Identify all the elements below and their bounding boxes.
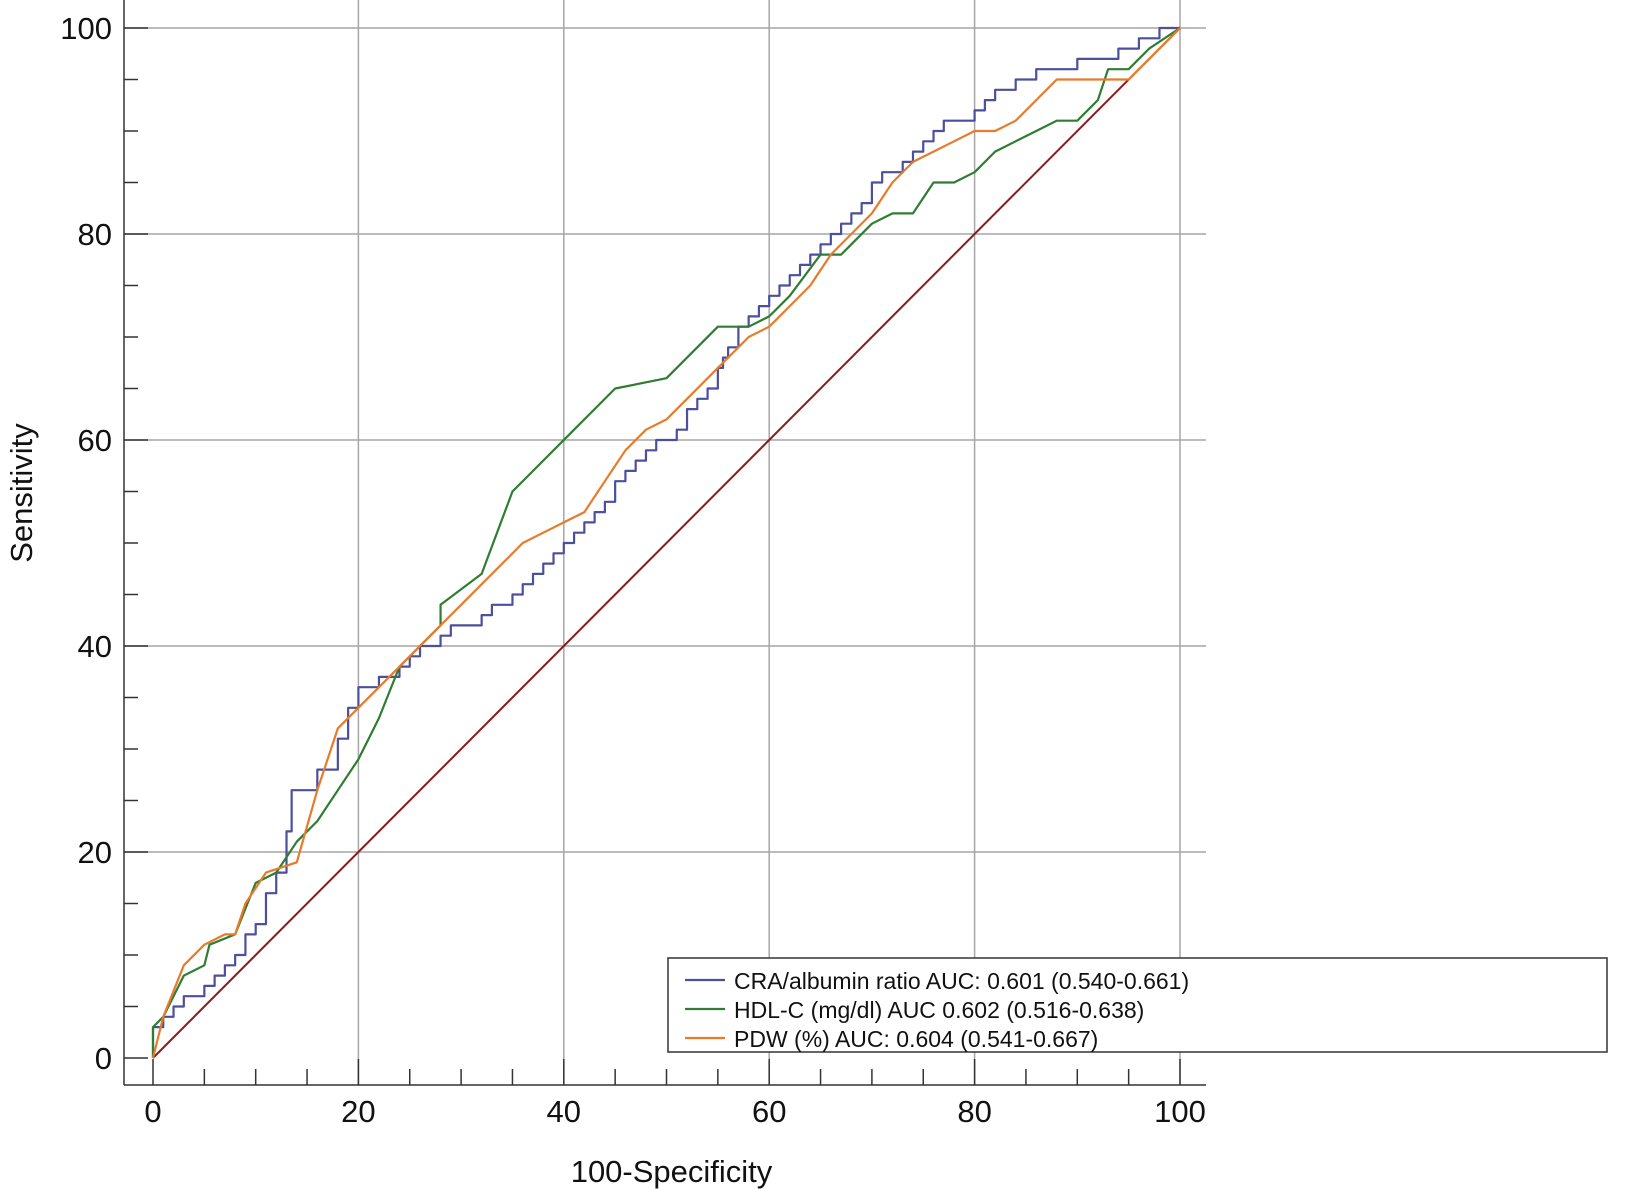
- y-tick-label: 100: [60, 11, 112, 46]
- y-tick-label: 40: [78, 629, 112, 664]
- x-tick-label: 60: [752, 1094, 786, 1129]
- y-tick-label: 0: [95, 1041, 112, 1076]
- x-tick-label: 0: [144, 1094, 161, 1129]
- x-axis-title: 100-Specificity: [571, 1154, 773, 1189]
- series-lines: [151, 26, 1181, 1059]
- axes: 0 20 40 60 80 100 0 20 40 60 80 100: [60, 0, 1206, 1129]
- reference-diagonal-line: [152, 27, 1181, 1059]
- y-tick-label: 20: [78, 835, 112, 870]
- legend-entry-label: PDW (%) AUC: 0.604 (0.541-0.667): [734, 1026, 1098, 1052]
- legend-entry-label: HDL-C (mg/dl) AUC 0.602 (0.516-0.638): [734, 997, 1144, 1023]
- y-axis-title: Sensitivity: [4, 423, 39, 563]
- x-tick-label: 20: [341, 1094, 375, 1129]
- x-tick-label: 40: [547, 1094, 581, 1129]
- series-line-2: [151, 27, 1181, 1059]
- legend: CRA/albumin ratio AUC: 0.601 (0.540-0.66…: [667, 957, 1608, 1053]
- grid: [124, 0, 1206, 1085]
- series-line-0: [151, 26, 1180, 1058]
- x-tick-label: 100: [1154, 1094, 1206, 1129]
- y-tick-label: 60: [78, 423, 112, 458]
- y-tick-label: 80: [78, 217, 112, 252]
- legend-box: [667, 957, 1608, 1053]
- x-tick-label: 80: [957, 1094, 991, 1129]
- legend-entry-label: CRA/albumin ratio AUC: 0.601 (0.540-0.66…: [734, 968, 1189, 994]
